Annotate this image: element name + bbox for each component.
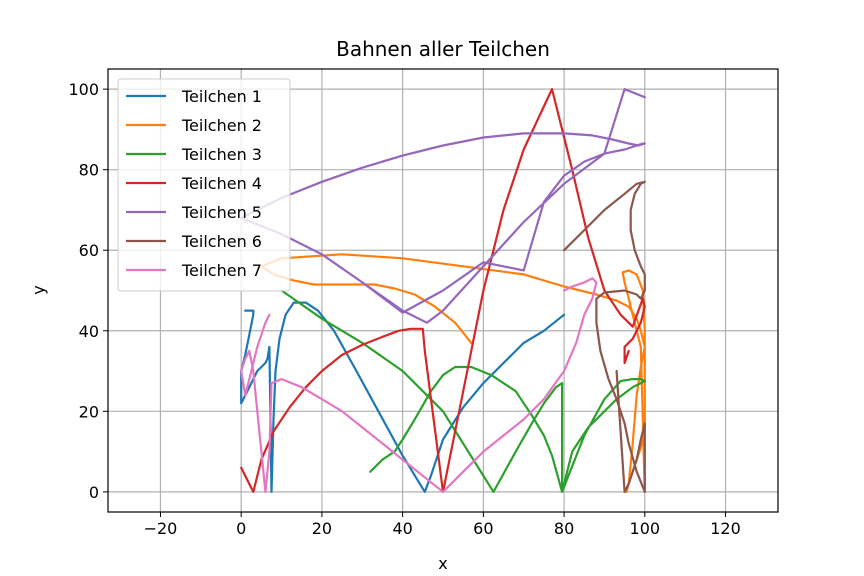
legend-box xyxy=(117,78,291,292)
y-axis-ticks: 0 20 40 60 80 100 xyxy=(68,80,108,502)
x-tick-label: 40 xyxy=(392,519,412,538)
legend-label: Teilchen 1 xyxy=(181,87,262,106)
legend-label: Teilchen 6 xyxy=(181,232,262,251)
x-tick-label: 120 xyxy=(710,519,741,538)
y-tick-label: 100 xyxy=(68,80,99,99)
series-line-2 xyxy=(260,253,646,493)
series-line-5 xyxy=(240,87,646,324)
series-lines xyxy=(240,87,646,493)
x-axis-label: x xyxy=(438,554,447,573)
x-tick-label: 80 xyxy=(554,519,574,538)
y-tick-label: 60 xyxy=(79,241,99,260)
x-tick-label: 100 xyxy=(630,519,661,538)
chart-title: Bahnen aller Teilchen xyxy=(336,37,550,61)
legend: Teilchen 1 Teilchen 2 Teilchen 3 Teilchen 4… xyxy=(117,78,291,292)
legend-label: Teilchen 7 xyxy=(181,261,262,280)
plot-frame xyxy=(107,68,779,513)
series-line-3 xyxy=(280,289,646,493)
legend-label: Teilchen 4 xyxy=(181,174,262,193)
legend-label: Teilchen 5 xyxy=(181,203,262,222)
x-tick-label: 20 xyxy=(312,519,332,538)
y-tick-label: 80 xyxy=(79,161,99,180)
series-line-6 xyxy=(562,180,646,493)
y-tick-label: 0 xyxy=(89,483,99,502)
legend-label: Teilchen 3 xyxy=(181,145,262,164)
y-tick-label: 20 xyxy=(79,402,99,421)
series-line-1 xyxy=(240,301,566,493)
x-tick-label: −20 xyxy=(144,519,178,538)
x-axis-ticks: −20 0 20 40 60 80 100 120 xyxy=(144,512,741,538)
series-line-7 xyxy=(240,277,598,493)
x-tick-label: 0 xyxy=(236,519,246,538)
series-line-4 xyxy=(240,87,646,493)
x-tick-label: 60 xyxy=(473,519,493,538)
y-axis-label: y xyxy=(29,285,48,294)
y-tick-label: 40 xyxy=(79,322,99,341)
legend-label: Teilchen 2 xyxy=(181,116,262,135)
